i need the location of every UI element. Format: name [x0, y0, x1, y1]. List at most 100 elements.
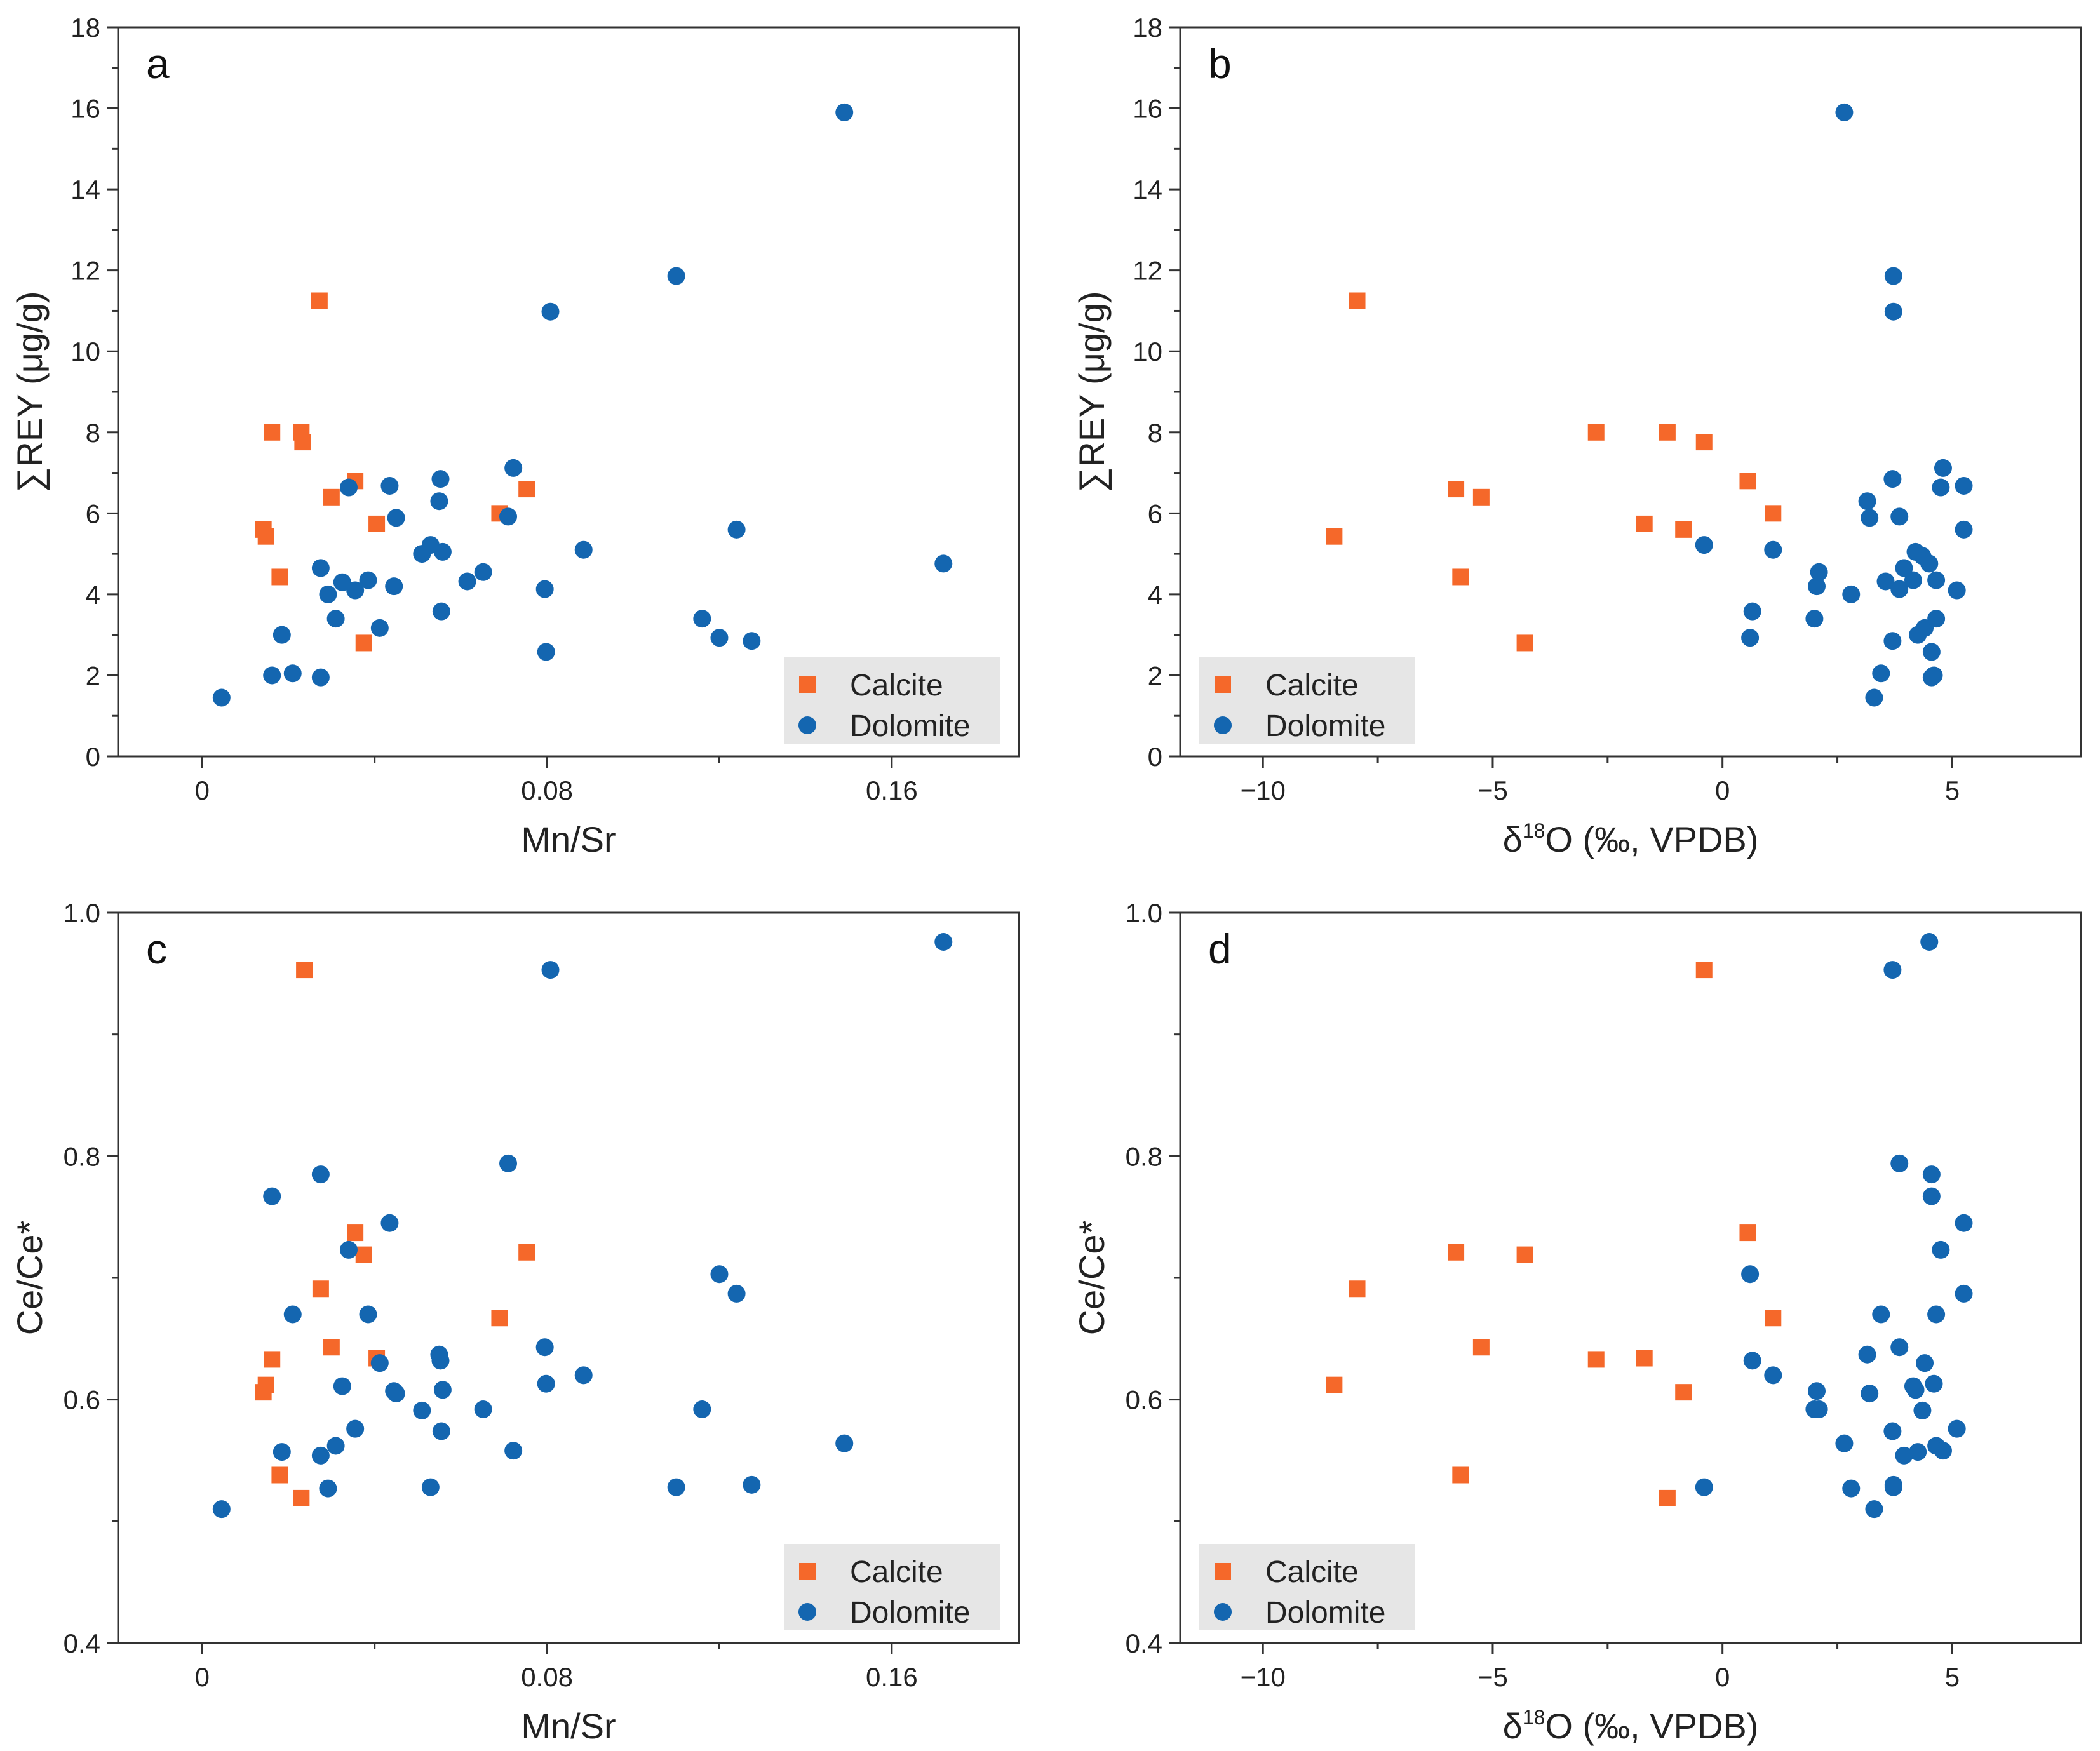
dolomite-point: [273, 1443, 291, 1461]
dolomite-point: [499, 507, 518, 526]
x-axis-title: Mn/Sr: [521, 819, 616, 859]
y-tick-label: 0: [1148, 742, 1162, 772]
calcite-point: [1587, 1351, 1605, 1368]
calcite-point: [271, 568, 288, 586]
calcite-point: [1659, 1489, 1676, 1506]
panel-b: −10 −5 0 5 0 2 4 6 8 10 12 14 16 18 δ18O (‰, VPDB) ∑REY…: [1072, 13, 2082, 859]
dolomite-point: [333, 573, 351, 591]
legend-dolomite-label: Dolomite: [1265, 709, 1385, 743]
calcite-point: [1349, 1280, 1366, 1298]
legend-dolomite-label: Dolomite: [850, 1596, 970, 1630]
dolomite-point: [1955, 1284, 1973, 1303]
legend: Calcite Dolomite: [1199, 657, 1415, 744]
dolomite-point: [370, 1354, 389, 1372]
calcite-point: [1695, 962, 1713, 979]
calcite-point: [1516, 1246, 1533, 1263]
legend-calcite-marker: [1215, 1563, 1231, 1580]
calcite-point: [1636, 515, 1653, 532]
dolomite-point: [1927, 1305, 1946, 1324]
y-tick-label: 6: [1148, 499, 1162, 528]
y-tick-label: 1.0: [64, 898, 100, 928]
y-tick-label: 0.4: [1126, 1628, 1162, 1658]
dolomite-point: [319, 585, 337, 603]
plot-frame: [1179, 911, 2082, 1644]
calcite-point: [1659, 424, 1676, 441]
legend-dolomite-marker: [798, 1603, 816, 1621]
y-tick-label: 4: [1148, 580, 1162, 610]
dolomite-point: [710, 1265, 729, 1284]
legend-dolomite-marker: [798, 716, 816, 734]
y-tick-label: 8: [1148, 418, 1162, 448]
dolomite-point: [1890, 1154, 1909, 1172]
dolomite-point: [1861, 1385, 1879, 1403]
calcite-point: [1636, 1350, 1653, 1367]
dolomite-point: [1927, 571, 1946, 589]
dolomite-point: [1883, 1422, 1902, 1440]
dolomite-point: [339, 1240, 358, 1259]
legend-calcite-label: Calcite: [1265, 669, 1359, 702]
dolomite-point: [1904, 571, 1922, 589]
dolomite-point: [1858, 492, 1876, 511]
dolomite-point: [380, 476, 399, 495]
dolomite-point: [1842, 1479, 1861, 1498]
dolomite-point: [370, 619, 389, 637]
dolomite-point: [1955, 520, 1973, 539]
dolomite-point: [433, 1381, 452, 1399]
x-tick-label: −10: [1241, 775, 1286, 805]
y-tick-label: 0: [86, 742, 100, 772]
dolomite-point: [212, 688, 231, 707]
y-tick-label: 0.6: [64, 1385, 100, 1415]
calcite-point: [518, 1244, 535, 1261]
x-tick-label: −5: [1477, 775, 1508, 805]
dolomite-point: [1883, 961, 1902, 979]
calcite-point: [355, 1246, 372, 1263]
dolomite-point: [1695, 1478, 1713, 1496]
y-axis-title: Ce/Ce*: [10, 1221, 50, 1336]
dolomite-point: [1884, 302, 1902, 321]
calcite-point: [355, 634, 372, 652]
dolomite-point: [326, 610, 345, 628]
dolomite-point: [212, 1500, 231, 1519]
calcite-point: [1516, 634, 1533, 652]
dolomite-point: [934, 554, 953, 573]
dolomite-point: [1835, 1434, 1854, 1452]
dolomite-point: [499, 1154, 518, 1172]
y-axis-title: Ce/Ce*: [1072, 1221, 1112, 1336]
x-axis-title: δ18O (‰, VPDB): [1503, 1706, 1759, 1746]
calcite-point: [257, 1376, 274, 1393]
y-tick-label: 16: [71, 94, 100, 124]
dolomite-point: [537, 1374, 555, 1393]
calcite-point: [1472, 488, 1490, 506]
dolomite-point: [727, 520, 746, 539]
dolomite-point: [574, 540, 593, 559]
legend-background: [784, 1544, 1000, 1630]
dolomite-point: [667, 1478, 685, 1496]
y-tick-label: 10: [71, 337, 100, 366]
dolomite-point: [504, 1442, 523, 1460]
dolomite-point: [1895, 559, 1913, 577]
calcite-point: [294, 434, 311, 451]
calcite-point: [1452, 568, 1469, 586]
calcite-point: [1739, 473, 1756, 490]
dolomite-point: [1890, 1338, 1909, 1357]
legend-background: [784, 657, 1000, 744]
dolomite-point: [1922, 1165, 1941, 1184]
x-tick-label: 0: [1715, 775, 1730, 805]
dolomite-point: [283, 1305, 302, 1324]
panel-letter: d: [1208, 925, 1232, 972]
dolomite-point: [1922, 643, 1941, 661]
calcite-point: [1349, 292, 1366, 309]
dolomite-point: [1872, 1305, 1890, 1324]
dolomite-point: [263, 666, 281, 685]
y-axis-title: ∑REY (μg/g): [10, 291, 50, 492]
dolomite-point: [1743, 602, 1761, 621]
calcite-point: [491, 1310, 508, 1327]
y-tick-label: 18: [1133, 13, 1162, 43]
calcite-point: [1765, 505, 1782, 522]
legend: Calcite Dolomite: [784, 657, 1000, 744]
dolomite-point: [263, 1187, 281, 1205]
legend-background: [1199, 657, 1415, 744]
dolomite-point: [421, 1478, 440, 1496]
calcite-point: [296, 962, 313, 979]
